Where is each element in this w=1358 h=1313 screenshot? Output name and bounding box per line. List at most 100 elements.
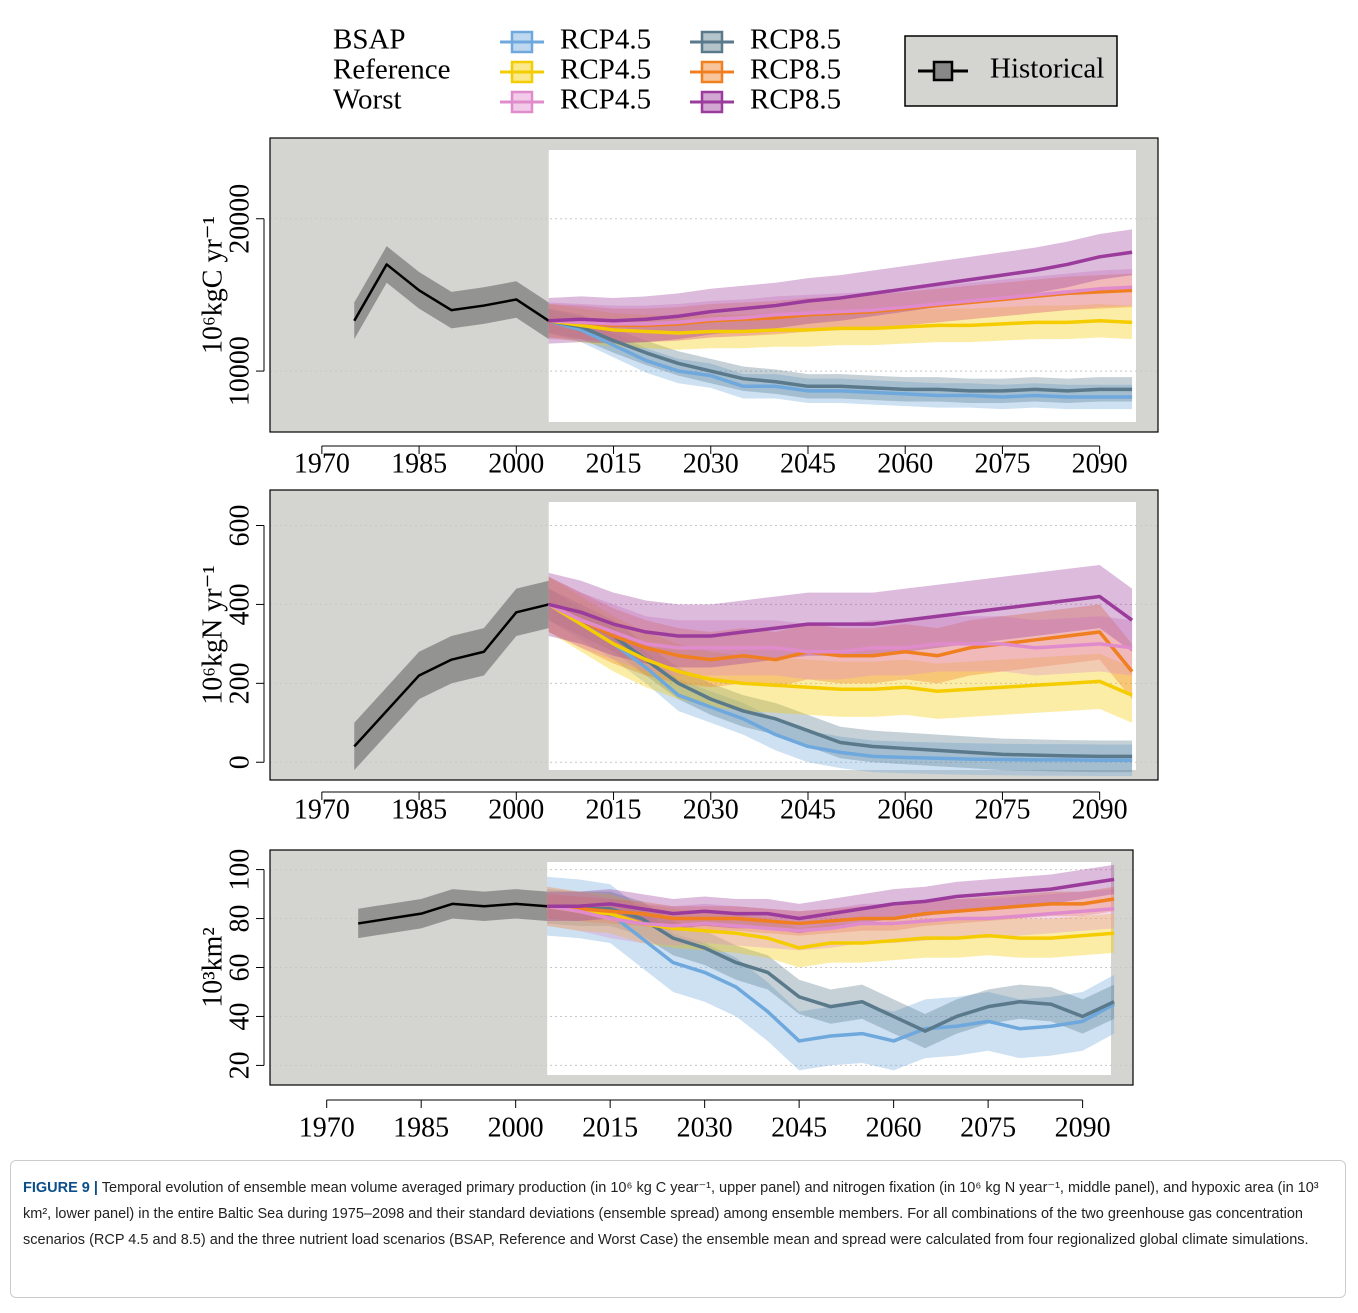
x-tick-label: 2060 <box>877 794 933 825</box>
x-tick-label: 2060 <box>866 1112 922 1143</box>
plot-frame <box>269 849 1134 1086</box>
series-line <box>547 602 1133 763</box>
x-tick-label: 1985 <box>391 448 447 479</box>
x-tick-label: 2015 <box>582 1112 638 1143</box>
x-tick-label: 2030 <box>677 1112 733 1143</box>
y-tick-label: 200 <box>224 662 255 704</box>
spread-band <box>548 273 1133 343</box>
y-axis-title: 10³km² <box>197 927 228 1008</box>
series-line <box>548 319 1133 393</box>
spread-band <box>548 308 1133 410</box>
x-tick-label: 2060 <box>877 448 933 479</box>
series-line <box>547 904 1115 1043</box>
legend-label: RCP8.5 <box>750 84 841 116</box>
plot-frame <box>269 137 1159 433</box>
x-tick-label: 2000 <box>488 794 544 825</box>
figure: BSAP RCP4.5 RCP8.5 Reference RCP4.5 RCP8.5 Wor… <box>197 24 1159 1143</box>
y-tick-label: 20000 <box>224 184 255 254</box>
legend-group: Reference <box>333 54 451 86</box>
series-line <box>547 904 1115 1033</box>
caption: FIGURE 9 | Temporal evolution of ensembl… <box>10 1160 1346 1298</box>
x-tick-label: 2015 <box>586 448 642 479</box>
x-tick-label: 2090 <box>1072 794 1128 825</box>
legend-swatch <box>700 60 724 84</box>
y-tick-label: 10000 <box>224 336 255 406</box>
spread-band <box>548 564 1133 668</box>
legend-label: RCP4.5 <box>560 84 651 116</box>
series-line <box>547 602 1133 697</box>
series-line <box>547 602 1134 673</box>
series-line <box>548 319 1133 335</box>
x-tick-label: 2030 <box>683 794 739 825</box>
series-line <box>547 877 1115 921</box>
series-line <box>353 603 550 748</box>
legend-swatch <box>932 60 954 82</box>
legend-label: RCP4.5 <box>560 54 651 86</box>
series-line <box>548 594 1134 638</box>
legend-label: RCP8.5 <box>750 24 841 56</box>
spread-band <box>547 864 1115 934</box>
x-tick-label: 2030 <box>683 448 739 479</box>
y-tick-label: 20 <box>224 1051 255 1079</box>
legend-group: BSAP <box>333 24 406 56</box>
x-tick-label: 1985 <box>391 794 447 825</box>
spread-band <box>354 580 549 771</box>
projection-area <box>548 150 1136 422</box>
legend-swatch <box>510 60 534 84</box>
spread-band <box>547 876 1115 1071</box>
x-tick-label: 2015 <box>586 794 642 825</box>
y-tick-label: 100 <box>224 849 255 891</box>
y-tick-label: 400 <box>224 583 255 625</box>
x-tick-label: 2000 <box>488 448 544 479</box>
series-line <box>546 904 1115 933</box>
y-tick-label: 0 <box>224 755 255 769</box>
x-tick-label: 2090 <box>1055 1112 1111 1143</box>
y-axis-title: 10⁶kgC yr⁻¹ <box>197 216 228 354</box>
x-tick-label: 2075 <box>974 794 1030 825</box>
series-line <box>548 319 1133 399</box>
legend-swatch <box>700 30 724 54</box>
legend-swatch <box>510 30 534 54</box>
caption-text: Temporal evolution of ensemble mean volu… <box>23 1180 1319 1248</box>
x-tick-label: 1985 <box>393 1112 449 1143</box>
x-tick-label: 2000 <box>488 1112 544 1143</box>
x-tick-label: 2075 <box>974 448 1030 479</box>
y-tick-label: 600 <box>224 505 255 547</box>
series-line <box>548 285 1133 326</box>
spread-band <box>354 246 549 340</box>
series-line <box>548 250 1133 323</box>
y-axis-title: 10⁶kgN yr⁻¹ <box>197 565 228 704</box>
spread-band <box>548 308 1133 404</box>
y-tick-label: 80 <box>224 905 255 933</box>
series-line <box>547 602 1133 654</box>
spread-band <box>548 588 1133 773</box>
series-line <box>547 897 1115 926</box>
legend-label: RCP8.5 <box>750 54 841 86</box>
x-tick-label: 1970 <box>294 794 350 825</box>
legend-label: RCP4.5 <box>560 24 651 56</box>
series-line <box>357 902 548 925</box>
spread-band <box>358 889 548 939</box>
legend-label: Historical <box>990 53 1104 85</box>
caption-label: FIGURE 9 | <box>23 1180 98 1196</box>
x-tick-label: 2090 <box>1072 448 1128 479</box>
spread-band <box>548 576 1133 680</box>
legend-group: Worst <box>333 84 402 116</box>
y-tick-label: 60 <box>224 954 255 982</box>
x-tick-label: 2075 <box>960 1112 1016 1143</box>
legend-swatch <box>700 90 724 114</box>
x-tick-label: 1970 <box>294 448 350 479</box>
spread-band <box>548 576 1133 723</box>
legend-swatch <box>510 90 534 114</box>
spread-band <box>548 576 1133 700</box>
projection-area <box>548 502 1136 770</box>
plot-frame <box>269 489 1159 781</box>
x-tick-label: 2045 <box>771 1112 827 1143</box>
projection-area <box>547 862 1111 1075</box>
x-tick-label: 1970 <box>299 1112 355 1143</box>
x-tick-label: 2045 <box>780 794 836 825</box>
series-line <box>353 263 550 322</box>
y-tick-label: 40 <box>224 1002 255 1030</box>
spread-band <box>547 886 1115 951</box>
